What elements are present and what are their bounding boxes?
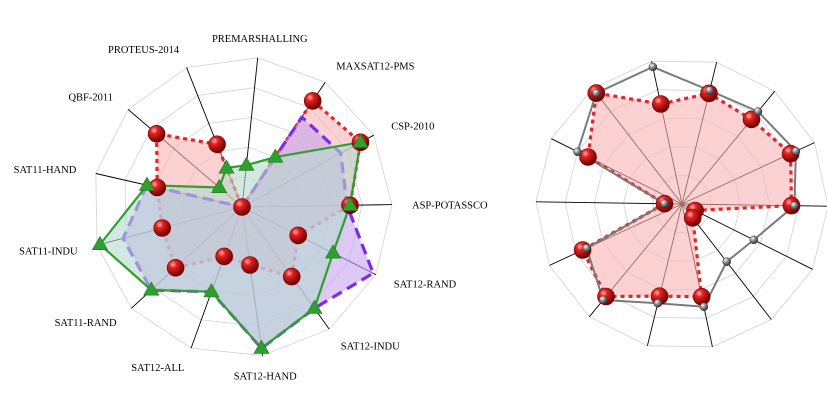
series-3-point-4 — [341, 196, 359, 211]
series-2-point-12 — [660, 199, 669, 208]
grid-ring — [95, 57, 393, 357]
series-3-point-2 — [267, 148, 284, 163]
series-3-point-7 — [253, 339, 270, 354]
series-3-point-8 — [203, 283, 220, 298]
category-label-sat11-indu: SAT11-INDU — [19, 246, 78, 257]
category-label-sat12-rand: SAT12-RAND — [394, 280, 457, 291]
series-3-point-6 — [306, 299, 323, 314]
category-label-sat12-hand: SAT12-HAND — [234, 371, 297, 382]
series-3-point-10 — [91, 235, 109, 250]
series-3-point-12 — [211, 178, 228, 193]
series-1-point-8 — [692, 287, 711, 306]
series-3-point-9 — [143, 281, 160, 296]
series-1-point-8 — [215, 247, 233, 266]
series-3-point-13 — [218, 159, 235, 174]
series-2-point-6 — [749, 235, 759, 245]
category-label-premarshalling: PREMARSHALLING — [212, 34, 308, 45]
series-1-point-1 — [651, 95, 670, 113]
category-label-proteus-2014: PROTEUS-2014 — [108, 45, 180, 56]
category-label-sat11-hand: SAT11-HAND — [14, 165, 77, 176]
axis-spoke — [681, 203, 813, 270]
series-1-point-7 — [241, 256, 259, 274]
category-label-csp-2010: CSP-2010 — [391, 122, 434, 133]
series-2-point-5 — [790, 201, 799, 210]
category-label-sat12-all: SAT12-ALL — [131, 363, 184, 374]
series-2-point-11 — [582, 243, 591, 253]
series-1-point-1 — [233, 198, 251, 216]
category-label-asp-potassco: ASP-POTASSCO — [412, 200, 488, 211]
series-3-area — [98, 141, 362, 350]
category-label-qbf-2011: QBF-2011 — [68, 92, 113, 103]
series-3-point-1 — [238, 156, 255, 171]
series-2-point-7 — [722, 257, 731, 266]
series-1-point-9 — [166, 258, 185, 277]
series-2-point-3 — [753, 107, 763, 116]
category-label-maxsat12-pms: MAXSAT12-PMS — [336, 62, 414, 73]
radar-chart-left: PREMARSHALLING MAXSAT12-PMS CSP-2010 ASP-PO… — [14, 34, 488, 382]
series-2-point-9 — [653, 299, 663, 308]
radar-chart-right — [535, 60, 827, 348]
series-2-point-4 — [791, 146, 801, 156]
series-1-point-5 — [289, 226, 308, 245]
category-label-sat12-indu: SAT12-INDU — [341, 341, 400, 352]
series-2-point-14 — [592, 88, 601, 98]
series-1-point-13 — [208, 135, 226, 154]
series-1-point-13 — [579, 148, 597, 166]
series-3-point-5 — [324, 244, 342, 259]
series-1-point-3 — [742, 110, 761, 129]
series-2-point-10 — [598, 295, 608, 305]
series-2-point-13 — [573, 147, 582, 157]
series-1-point-12 — [147, 125, 166, 143]
series-1-point-6 — [282, 267, 301, 286]
series-3-point-3 — [352, 133, 369, 148]
series-2-point-2 — [705, 86, 714, 95]
series-1-area — [580, 91, 794, 299]
series-3-point-11 — [138, 176, 156, 191]
series-2-point-8 — [699, 302, 709, 312]
series-1-point-2 — [303, 92, 322, 110]
category-label-sat11-rand: SAT11-RAND — [55, 318, 117, 329]
series-1-point-7 — [683, 209, 702, 227]
series-1-point-10 — [153, 219, 171, 237]
series-2-point-1 — [648, 62, 658, 72]
